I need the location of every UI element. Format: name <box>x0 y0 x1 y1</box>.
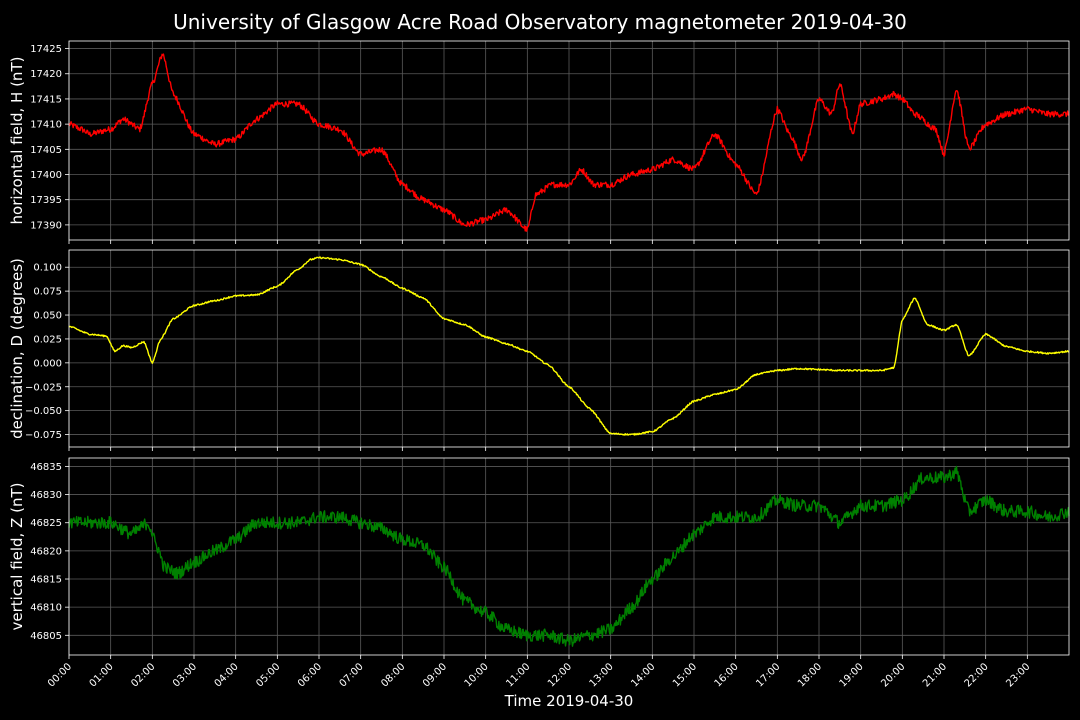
x-tick-label: 08:00 <box>379 661 407 689</box>
x-tick-label: 02:00 <box>129 661 157 689</box>
y-tick-label: 46830 <box>30 490 62 501</box>
y-tick-label: 17390 <box>30 220 62 231</box>
panel-frame <box>68 40 1070 241</box>
x-tick-label: 15:00 <box>671 661 699 689</box>
y-tick-label: 0.050 <box>33 311 62 322</box>
series-line-1 <box>68 53 1070 232</box>
x-tick-label: 19:00 <box>838 661 866 689</box>
y-tick-label: 46810 <box>30 603 62 614</box>
y-tick-label: 17395 <box>30 195 62 206</box>
x-tick-label: 23:00 <box>1004 661 1032 689</box>
x-tick-label: 17:00 <box>754 661 782 689</box>
y-tick-label: 17405 <box>30 145 62 156</box>
y-tick-label: 46835 <box>30 462 62 473</box>
y-tick-label: 46815 <box>30 575 62 586</box>
y-tick-label: 46825 <box>30 518 62 529</box>
y-tick-label: 46805 <box>30 631 62 642</box>
y-tick-label: 17415 <box>30 94 62 105</box>
y-tick-label: 0.100 <box>33 263 62 274</box>
y-axis-label: horizontal field, H (nT) <box>8 57 26 225</box>
x-axis-label: Time 2019-04-30 <box>504 692 634 710</box>
x-tick-label: 07:00 <box>338 661 366 689</box>
panel-frame <box>68 457 1070 656</box>
panels-group: 17390 17395 17400 17405 17410 17415 17420 17425… <box>8 40 1070 690</box>
y-tick-label: −0.050 <box>25 406 62 417</box>
panel-frame <box>68 249 1070 448</box>
y-tick-label: 0.025 <box>33 334 62 345</box>
x-tick-label: 11:00 <box>504 661 532 689</box>
x-tick-label: 05:00 <box>254 661 282 689</box>
x-tick-label: 01:00 <box>88 661 116 689</box>
y-tick-label: 0.075 <box>33 287 62 298</box>
x-tick-label: 21:00 <box>921 661 949 689</box>
x-tick-label: 06:00 <box>296 661 324 689</box>
x-tick-label: 03:00 <box>171 661 199 689</box>
y-tick-label: −0.075 <box>25 430 62 441</box>
panel-1: 17390 17395 17400 17405 17410 17415 17420 17425… <box>8 40 1070 244</box>
y-tick-label: 0.000 <box>33 358 62 369</box>
series-line-3 <box>68 465 1070 647</box>
panel-2: −0.075 −0.050 −0.025 0.000 0.025 0.050 0.075 0.… <box>8 249 1070 451</box>
x-tick-label: 00:00 <box>46 661 74 689</box>
y-tick-label: 17400 <box>30 170 62 181</box>
panel-3: 46805 46810 46815 46820 46825 46830 46835 verti… <box>8 457 1070 659</box>
x-tick-label: 12:00 <box>546 661 574 689</box>
x-tick-label: 13:00 <box>588 661 616 689</box>
x-tick-label: 20:00 <box>879 661 907 689</box>
y-tick-label: 46820 <box>30 546 62 557</box>
series-line-2 <box>68 256 1070 436</box>
y-tick-label: 17425 <box>30 44 62 55</box>
x-tick-label: 16:00 <box>713 661 741 689</box>
x-tick-label: 09:00 <box>421 661 449 689</box>
y-tick-label: 17410 <box>30 120 62 131</box>
y-axis-label: vertical field, Z (nT) <box>8 482 26 630</box>
y-tick-label: 17420 <box>30 69 62 80</box>
y-tick-label: −0.025 <box>25 382 62 393</box>
x-tick-label: 18:00 <box>796 661 824 689</box>
x-tick-label: 22:00 <box>963 661 991 689</box>
x-tick-label: 10:00 <box>463 661 491 689</box>
y-axis-label: declination, D (degrees) <box>8 258 26 439</box>
x-tick-label: 04:00 <box>213 661 241 689</box>
chart-title: University of Glasgow Acre Road Observat… <box>173 10 907 34</box>
x-tick-label: 14:00 <box>629 661 657 689</box>
